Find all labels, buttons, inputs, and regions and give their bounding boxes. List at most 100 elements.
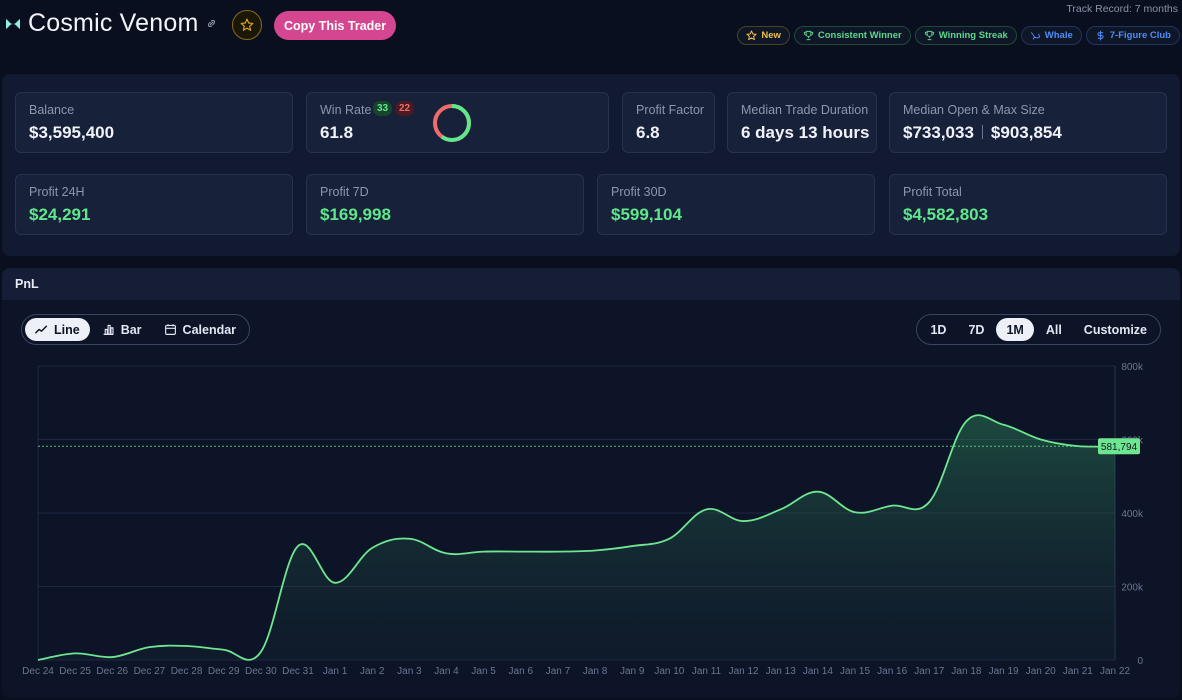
pnl-point[interactable]: [518, 549, 524, 555]
max-size: $903,854: [990, 123, 1062, 142]
profit-24h-value: $24,291: [29, 205, 91, 224]
profit-30d-card: Profit 30D $599,104: [597, 174, 875, 235]
profit-24h-card: Profit 24H $24,291: [15, 174, 293, 235]
x-tick-label: Jan 10: [654, 666, 684, 677]
x-tick-label: Jan 22: [1100, 666, 1130, 677]
range-7d[interactable]: 7D: [968, 322, 985, 337]
pnl-point[interactable]: [666, 536, 672, 542]
badge-label: 7-Figure Club: [1109, 30, 1171, 41]
pnl-point[interactable]: [703, 506, 709, 512]
badge-winning-streak[interactable]: Winning Streak: [914, 26, 1017, 45]
chart-type-label: Bar: [120, 322, 142, 337]
x-tick-label: Jan 13: [766, 666, 796, 677]
x-tick-label: Dec 25: [59, 666, 91, 677]
pnl-point[interactable]: [778, 506, 784, 512]
x-tick-label: Jan 16: [877, 666, 907, 677]
pnl-point[interactable]: [629, 543, 635, 549]
badge-label: Consistent Winner: [817, 30, 902, 41]
range-1m[interactable]: 1M: [996, 318, 1034, 341]
range-customize[interactable]: Customize: [1083, 322, 1147, 337]
trophy-icon: [924, 30, 934, 41]
link-icon[interactable]: [205, 17, 218, 30]
pnl-point[interactable]: [481, 549, 487, 555]
profit-30d-value: $599,104: [611, 205, 682, 224]
pnl-point[interactable]: [592, 547, 598, 553]
median-open-size: $733,033: [903, 123, 974, 142]
chart-type-label: Line: [54, 322, 80, 337]
balance-card: Balance $3,595,400: [15, 92, 293, 153]
stat-label: Profit 7D: [320, 185, 369, 199]
favorite-button[interactable]: [232, 10, 262, 40]
range-all[interactable]: All: [1045, 322, 1062, 337]
pnl-title: PnL: [15, 277, 39, 291]
pnl-point[interactable]: [406, 536, 412, 542]
trophy-icon: [803, 30, 813, 41]
x-tick-label: Jan 14: [803, 666, 833, 677]
bar-chart-icon: [103, 324, 114, 335]
badge-new[interactable]: New: [737, 26, 790, 45]
x-tick-label: Dec 24: [22, 666, 54, 677]
pnl-point[interactable]: [815, 489, 821, 495]
chart-type-calendar[interactable]: Calendar: [154, 318, 247, 341]
pnl-point[interactable]: [555, 549, 561, 555]
pnl-point[interactable]: [926, 499, 932, 505]
pnl-point[interactable]: [258, 649, 264, 655]
y-tick-label: 800k: [1121, 362, 1144, 373]
track-record: Track Record: 7 months: [1066, 3, 1178, 15]
chart-type-label: Calendar: [182, 322, 237, 337]
pnl-point[interactable]: [72, 650, 78, 656]
losses-badge: 22: [395, 101, 415, 116]
x-tick-label: Jan 9: [620, 666, 645, 677]
y-tick-label: 200k: [1121, 583, 1144, 594]
pnl-point[interactable]: [109, 654, 115, 660]
chart-type-bar[interactable]: Bar: [92, 318, 152, 341]
badge-7-figure-club[interactable]: 7-Figure Club: [1085, 26, 1180, 45]
copy-trader-button[interactable]: Copy This Trader: [274, 11, 397, 40]
chart-type-line[interactable]: Line: [25, 318, 90, 341]
stat-label: Median Trade Duration: [741, 103, 869, 117]
pnl-point[interactable]: [221, 647, 227, 653]
pnl-point[interactable]: [444, 550, 450, 556]
trader-name: Cosmic Venom: [28, 9, 199, 37]
pnl-point[interactable]: [741, 518, 747, 524]
pnl-panel: PnL Line Bar Calendar 1D 7D 1M All Custo…: [2, 268, 1180, 698]
median-duration-value: 6 days 13 hours: [741, 123, 870, 142]
x-tick-label: Jan 19: [989, 666, 1019, 677]
x-tick-label: Jan 18: [951, 666, 981, 677]
x-tick-label: Dec 31: [282, 666, 314, 677]
donut-wins-arc: [433, 104, 471, 142]
x-tick-label: Jan 8: [583, 666, 608, 677]
x-tick-label: Dec 29: [208, 666, 240, 677]
stat-label: Profit 30D: [611, 185, 667, 199]
pnl-point[interactable]: [295, 543, 301, 549]
badge-whale[interactable]: Whale: [1020, 26, 1082, 45]
star-icon: [240, 18, 254, 31]
stat-label: Win Rate: [320, 103, 372, 117]
badge-consistent-winner[interactable]: Consistent Winner: [793, 26, 911, 45]
pnl-point[interactable]: [1001, 422, 1007, 428]
pnl-point[interactable]: [332, 580, 338, 586]
pnl-point[interactable]: [369, 545, 375, 551]
profit-total-value: $4,582,803: [903, 205, 989, 224]
pnl-point[interactable]: [889, 503, 895, 509]
pnl-point[interactable]: [1038, 437, 1044, 443]
x-tick-label: Jan 21: [1063, 666, 1093, 677]
pnl-point[interactable]: [146, 644, 152, 650]
pnl-point[interactable]: [35, 657, 41, 663]
win-rate-value: 61.8: [320, 123, 354, 142]
range-1d[interactable]: 1D: [930, 322, 947, 337]
pnl-point[interactable]: [184, 643, 190, 649]
x-tick-label: Jan 20: [1026, 666, 1056, 677]
x-tick-label: Jan 5: [471, 666, 496, 677]
profit-7d-card: Profit 7D $169,998: [306, 174, 584, 235]
x-tick-label: Dec 30: [245, 666, 277, 677]
wins-badge: 33: [373, 101, 393, 116]
pnl-point[interactable]: [963, 418, 969, 424]
x-tick-label: Jan 12: [729, 666, 759, 677]
median-size-card: Median Open & Max Size $733,033 $903,854: [889, 92, 1167, 153]
stat-label: Profit Total: [903, 185, 962, 199]
x-tick-label: Jan 15: [840, 666, 870, 677]
pnl-point[interactable]: [852, 509, 858, 515]
y-tick-label: 400k: [1121, 509, 1144, 520]
